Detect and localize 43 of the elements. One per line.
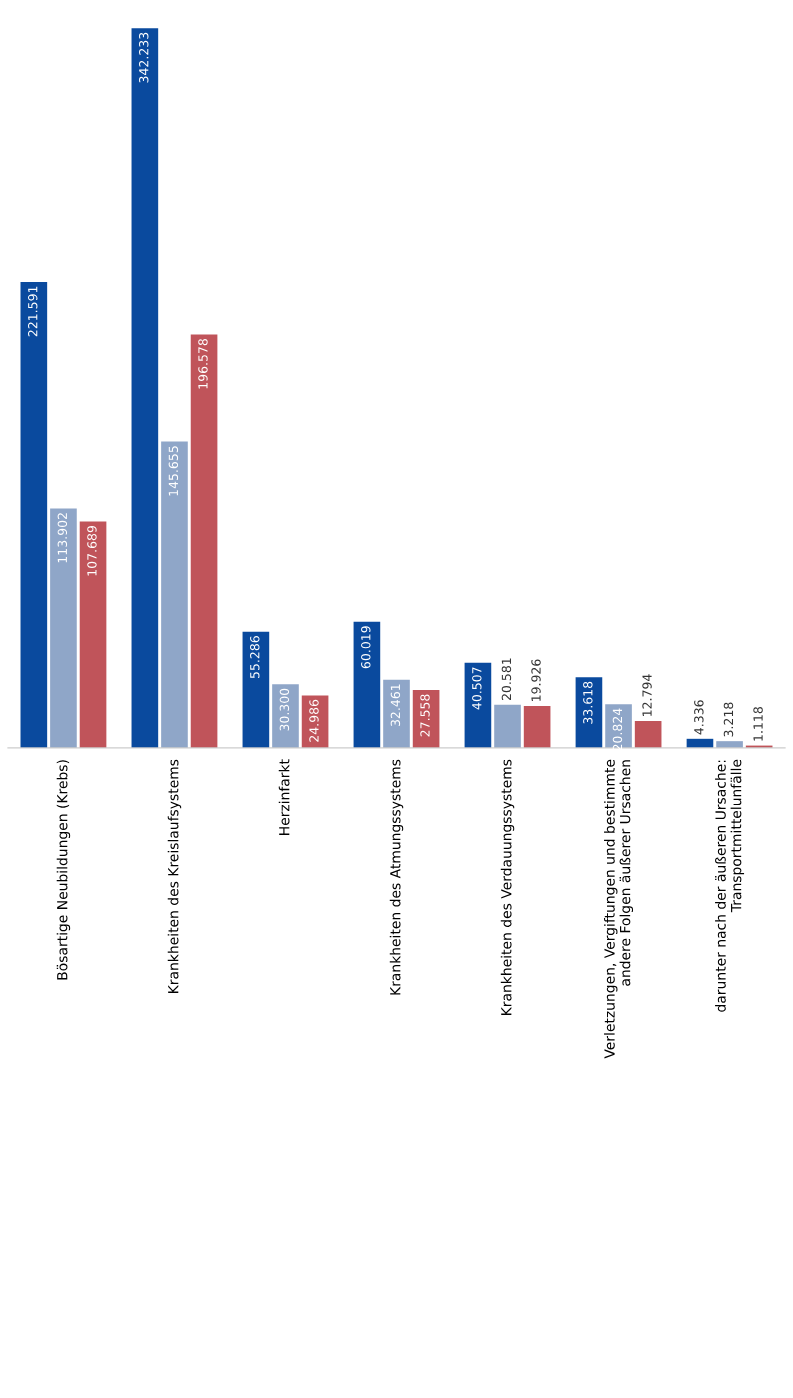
- data-label: 19.926: [531, 659, 541, 702]
- bar: [716, 741, 743, 748]
- data-label: 342.233: [139, 32, 149, 83]
- x-tick-label: Krankheiten des Kreislaufsystems: [167, 759, 182, 993]
- data-label: 196.578: [198, 338, 208, 389]
- data-label: 33.618: [583, 681, 593, 724]
- x-tick-label: Verletzungen, Vergiftungen und bestimmte andere Folgen äußerer Ursachen: [604, 759, 634, 1059]
- bar: [634, 721, 662, 748]
- x-tick-label: Krankheiten des Atmungssystems: [389, 759, 404, 995]
- bar: [464, 662, 492, 748]
- data-label: 3.218: [723, 702, 734, 737]
- bar: [272, 684, 299, 748]
- bar: [242, 631, 270, 748]
- x-tick-label: Bösartige Neubildungen (Krebs): [56, 760, 71, 980]
- data-label: 107.689: [87, 525, 97, 576]
- data-label: 40.507: [472, 667, 482, 710]
- data-label: 221.591: [28, 286, 38, 337]
- bar: [190, 334, 218, 748]
- bar: [383, 679, 410, 748]
- bar: [353, 621, 381, 748]
- data-label: 4.336: [694, 700, 704, 735]
- data-label: 60.019: [361, 626, 371, 669]
- data-label: 113.902: [57, 513, 68, 563]
- bar: [161, 441, 188, 748]
- data-label: 20.581: [501, 658, 512, 701]
- data-label: 30.300: [279, 688, 290, 731]
- bar: [50, 508, 77, 748]
- x-tick-label: Herzinfarkt: [278, 759, 290, 835]
- bar: [131, 28, 159, 748]
- data-label: 12.794: [642, 674, 652, 717]
- data-label: 55.286: [250, 636, 260, 679]
- bar: [494, 704, 521, 748]
- data-label: 24.986: [309, 699, 319, 742]
- bar: [20, 281, 48, 748]
- data-label: 1.118: [753, 707, 763, 741]
- data-label: 32.461: [390, 684, 401, 727]
- bar: [523, 706, 551, 748]
- data-label: 145.655: [168, 446, 179, 496]
- data-label: 27.558: [420, 694, 430, 737]
- bar: [79, 521, 107, 748]
- x-tick-label: Krankheiten des Verdauungssystems: [500, 759, 515, 1015]
- bar: [575, 677, 603, 748]
- x-tick-label: darunter nach der äußeren Ursache: Transportmittelunfälle: [715, 759, 745, 1012]
